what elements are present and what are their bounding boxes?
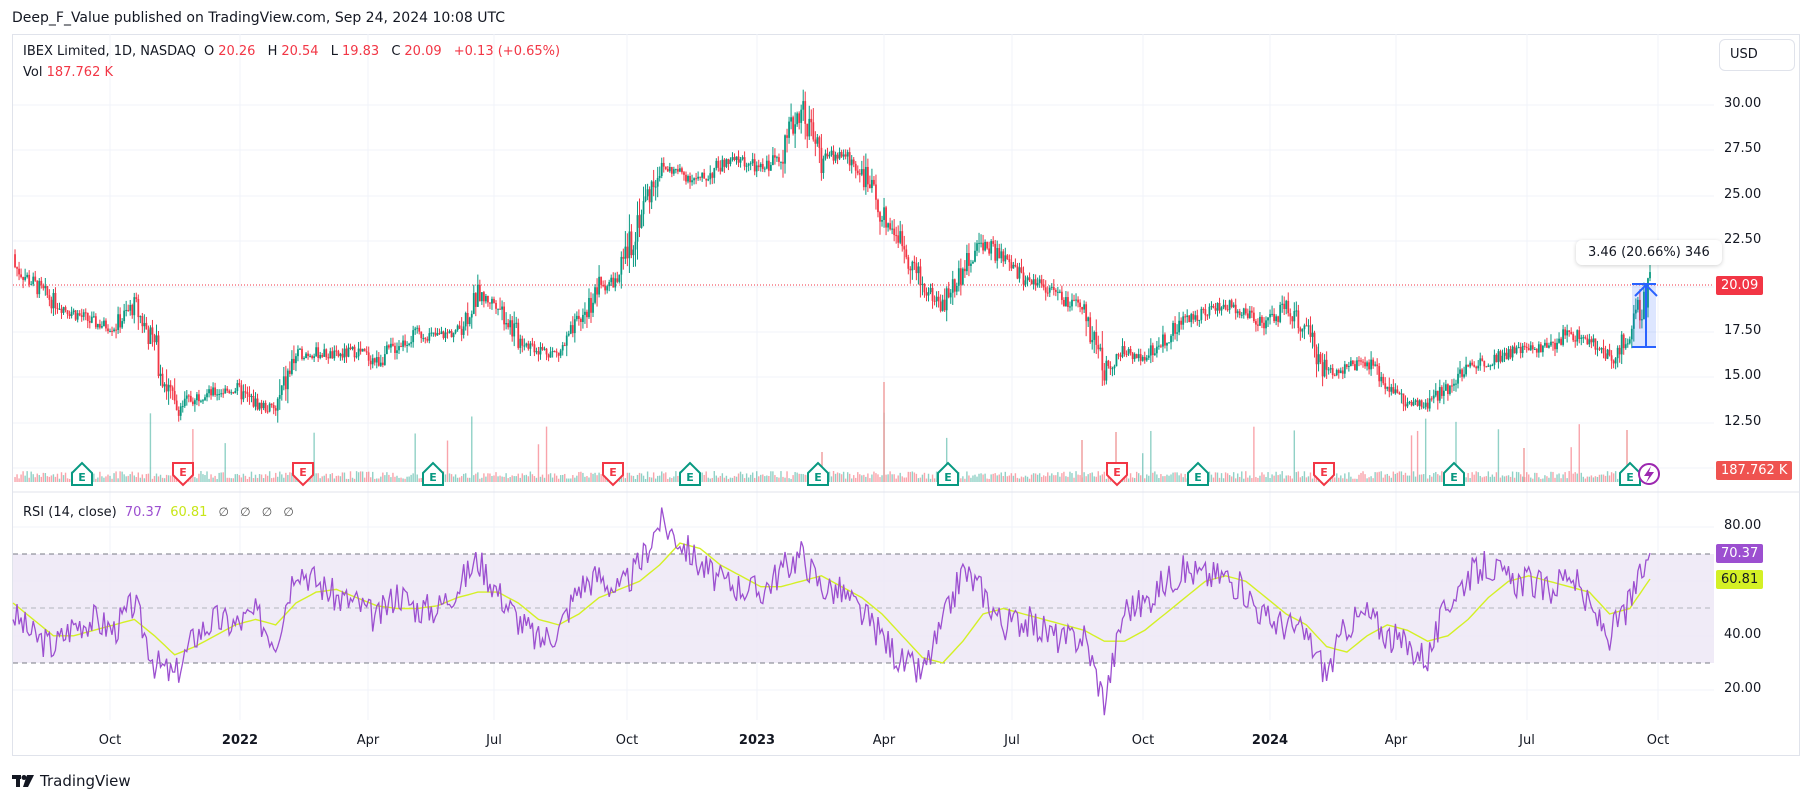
rsi-value: 70.37: [124, 505, 163, 520]
earnings-marker-icon[interactable]: E: [602, 462, 624, 487]
time-tick: 2023: [738, 733, 776, 748]
svg-text:E: E: [1450, 471, 1458, 484]
price-tick: 17.50: [1724, 323, 1762, 338]
earnings-marker-icon[interactable]: E: [807, 461, 829, 486]
earnings-marker-icon[interactable]: E: [1106, 462, 1128, 487]
low-value: 19.83: [341, 44, 380, 59]
time-tick: Jul: [1004, 733, 1020, 748]
rsi-ma-line: [12, 542, 1651, 664]
measure-tool-shape: [1632, 283, 1658, 348]
price-candles: [14, 89, 1651, 423]
time-tick: 2022: [221, 733, 259, 748]
change-value: +0.13 (+0.65%): [453, 44, 561, 59]
symbol-name[interactable]: IBEX Limited, 1D, NASDAQ: [23, 44, 196, 59]
time-tick: Jul: [486, 733, 502, 748]
rsi-line: [12, 507, 1651, 716]
svg-text:E: E: [1194, 471, 1202, 484]
rsi-ma-tag: 60.81: [1716, 570, 1764, 589]
svg-text:E: E: [78, 471, 86, 484]
time-tick: Oct: [98, 733, 122, 748]
last-price-tag: 20.09: [1716, 276, 1764, 295]
time-tick: Jul: [1519, 733, 1535, 748]
svg-text:E: E: [944, 471, 952, 484]
svg-text:E: E: [1626, 471, 1634, 484]
lightning-event-icon[interactable]: [1638, 463, 1660, 485]
time-tick: 2024: [1251, 733, 1289, 748]
earnings-marker-icon[interactable]: E: [422, 461, 444, 486]
brand-name: TradingView: [40, 772, 131, 790]
earnings-marker-icon[interactable]: E: [292, 462, 314, 487]
time-tick: Apr: [1384, 733, 1408, 748]
volume-bars: [14, 382, 1651, 482]
earnings-marker-icon[interactable]: E: [1313, 462, 1335, 487]
rsi-tick: 20.00: [1724, 681, 1762, 696]
svg-text:E: E: [686, 471, 694, 484]
price-tick: 27.50: [1724, 141, 1762, 156]
currency-button[interactable]: USD: [1719, 39, 1795, 71]
price-legend: IBEX Limited, 1D, NASDAQ O 20.26 H 20.54 L…: [23, 44, 561, 59]
tradingview-logo[interactable]: TradingView: [12, 772, 131, 790]
volume-value: 187.762 K: [46, 65, 114, 80]
price-tick: 30.00: [1724, 96, 1762, 111]
volume-tag: 187.762 K: [1716, 461, 1793, 480]
svg-text:E: E: [299, 466, 307, 479]
time-tick: Apr: [872, 733, 896, 748]
time-tick: Oct: [615, 733, 639, 748]
rsi-title[interactable]: RSI (14, close): [23, 505, 117, 520]
earnings-marker-icon[interactable]: E: [1187, 461, 1209, 486]
chart-frame: [12, 34, 1800, 756]
rsi-tag: 70.37: [1716, 544, 1764, 563]
price-tick: 22.50: [1724, 232, 1762, 247]
earnings-marker-icon[interactable]: E: [937, 461, 959, 486]
tradingview-logo-icon: [12, 775, 34, 787]
earnings-marker-icon[interactable]: E: [679, 461, 701, 486]
svg-text:E: E: [429, 471, 437, 484]
svg-text:E: E: [814, 471, 822, 484]
empty-value-icon: ∅: [283, 505, 294, 519]
price-tick: 15.00: [1724, 368, 1762, 383]
rsi-tick: 80.00: [1724, 518, 1762, 533]
time-tick: Oct: [1646, 733, 1670, 748]
rsi-legend: RSI (14, close) 70.37 60.81 ∅ ∅ ∅ ∅: [23, 505, 294, 520]
svg-text:E: E: [1320, 466, 1328, 479]
price-tick: 12.50: [1724, 414, 1762, 429]
svg-text:E: E: [609, 466, 617, 479]
earnings-marker-icon[interactable]: E: [172, 462, 194, 487]
rsi-tick: 40.00: [1724, 627, 1762, 642]
svg-text:E: E: [179, 466, 187, 479]
earnings-marker-icon[interactable]: E: [1619, 461, 1641, 486]
publisher-line: Deep_F_Value published on TradingView.co…: [12, 10, 506, 26]
price-tick: 25.00: [1724, 187, 1762, 202]
high-value: 20.54: [281, 44, 319, 59]
rsi-ma-value: 60.81: [170, 505, 208, 520]
svg-text:E: E: [1113, 466, 1121, 479]
earnings-marker-icon[interactable]: E: [71, 461, 93, 486]
time-tick: Oct: [1131, 733, 1155, 748]
earnings-marker-icon[interactable]: E: [1443, 461, 1465, 486]
open-value: 20.26: [218, 44, 256, 59]
rsi-band-lines: [13, 553, 1714, 664]
time-tick: Apr: [356, 733, 380, 748]
empty-value-icon: ∅: [240, 505, 251, 519]
measure-tool-label: 3.46 (20.66%) 346: [1576, 240, 1722, 265]
close-value: 20.09: [404, 44, 442, 59]
volume-legend: Vol 187.762 K: [23, 65, 114, 80]
empty-value-icon: ∅: [218, 505, 229, 519]
empty-value-icon: ∅: [261, 505, 273, 519]
